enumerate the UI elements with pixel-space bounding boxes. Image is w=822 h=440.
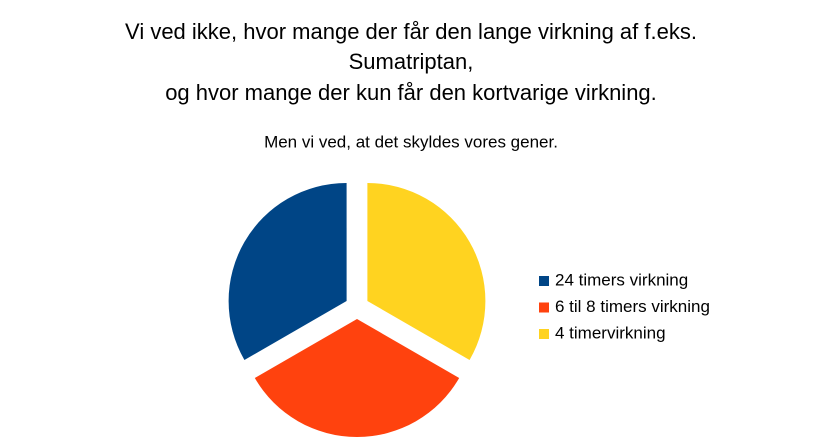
legend-label: 6 til 8 timers virkning (555, 297, 710, 316)
chart-title: Vi ved ikke, hvor mange der får den lang… (125, 19, 697, 44)
legend-swatch (539, 329, 549, 339)
legend-label: 4 timervirkning (555, 323, 666, 342)
legend-swatch (539, 302, 549, 313)
chart-title: Sumatriptan, (349, 49, 474, 74)
pie-slice (228, 183, 347, 360)
pie-slice (254, 319, 460, 437)
chart-title: og hvor mange der kun får den kortvarige… (165, 80, 657, 105)
legend-swatch (539, 276, 549, 286)
legend-label: 24 timers virkning (555, 270, 688, 289)
chart-subtitle: Men vi ved, at det skyldes vores gener. (264, 132, 558, 151)
pie-slice (367, 183, 486, 360)
